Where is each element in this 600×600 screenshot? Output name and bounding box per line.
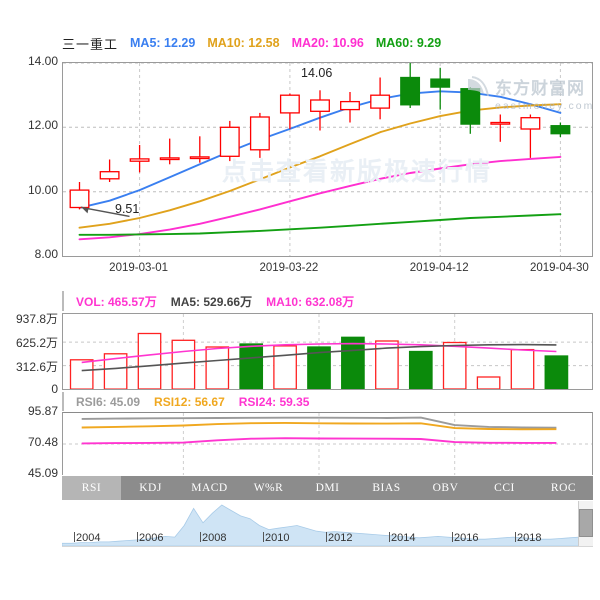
rsi-chart-panel[interactable] [62,412,593,475]
timeline-tick: 2014 [389,532,416,544]
volume-y-tick: 937.8万 [15,311,58,326]
tab-cci[interactable]: CCI [494,482,515,494]
annotation-high-price: 14.06 [301,66,333,80]
chart-legend-header: 三一重工 MA5: 12.29 MA10: 12.58 MA20: 10.96 … [0,33,600,53]
timeline-tick: 2004 [74,532,101,544]
legend-ma5: MA5: 12.29 [130,36,196,50]
price-x-tick: 2019-04-30 [529,262,589,274]
tab-dmi[interactable]: DMI [315,482,340,494]
price-chart-panel[interactable] [62,62,593,257]
timeline-tick: 2010 [263,532,290,544]
legend-ma10: MA10: 12.58 [207,36,280,50]
tab-rsi[interactable]: RSI [62,476,121,500]
price-x-tick: 2019-03-01 [109,262,169,274]
price-x-tick: 2019-03-22 [259,262,319,274]
volume-legend-header: VOL: 465.57万 MA5: 529.66万 MA10: 632.08万 [62,291,593,311]
price-y-tick: 8.00 [34,247,58,261]
timeline-overview[interactable]: 2004 2006 2008 2010 2012 2014 2016 2018 [62,501,593,547]
timeline-sparkline [62,504,579,546]
tab-obv[interactable]: OBV [432,482,459,494]
annotation-low-price: 9.51 [115,202,140,216]
timeline-scrollbar[interactable] [578,501,593,546]
legend-ma60: MA60: 9.29 [375,36,442,50]
rsi-legend-header: RSI6: 45.09 RSI12: 56.67 RSI24: 59.35 [62,392,593,411]
legend-vol: VOL: 465.57万 [76,294,157,309]
price-x-axis: 2019-03-01 2019-03-22 2019-04-12 2019-04-30 [62,259,593,281]
rsi-y-tick: 45.09 [27,466,58,480]
timeline-scroll-thumb[interactable] [579,509,593,537]
tab-bias[interactable]: BIAS [372,482,401,494]
legend-divider [62,291,64,311]
legend-ma20: MA20: 10.96 [291,36,364,50]
timeline-tick: 2006 [137,532,164,544]
price-y-tick: 10.00 [27,182,58,197]
tab-wr[interactable]: W%R [253,482,284,494]
tab-roc[interactable]: ROC [550,482,577,494]
candlestick-plot [63,63,592,256]
volume-y-tick: 625.2万 [15,335,58,350]
legend-rsi24: RSI24: 59.35 [238,394,310,409]
price-y-tick: 12.00 [27,118,58,133]
legend-divider [62,392,64,411]
timeline-tick: 2016 [452,532,479,544]
rsi-plot [63,413,592,475]
timeline-tick: 2018 [515,532,542,544]
timeline-tick: 2012 [326,532,353,544]
legend-vol-ma5: MA5: 529.66万 [170,294,253,309]
price-y-tick: 14.00 [27,54,58,68]
legend-vol-ma10: MA10: 632.08万 [266,294,355,309]
volume-plot [63,314,592,389]
timeline-tick: 2008 [200,532,227,544]
rsi-y-tick: 70.48 [27,435,58,449]
volume-y-tick: 312.6万 [15,359,58,374]
tab-kdj[interactable]: KDJ [139,482,162,494]
indicator-tab-bar[interactable]: RSI KDJ MACD W%R DMI BIAS OBV CCI ROC [62,476,593,500]
price-x-tick: 2019-04-12 [409,262,469,274]
legend-rsi12: RSI12: 56.67 [154,394,225,409]
stock-name-label: 三一重工 [62,36,119,52]
rsi-y-tick: 95.87 [27,404,58,418]
tab-macd[interactable]: MACD [191,482,228,494]
legend-rsi6: RSI6: 45.09 [76,394,141,409]
volume-chart-panel[interactable] [62,313,593,390]
volume-y-tick: 0 [51,382,58,396]
